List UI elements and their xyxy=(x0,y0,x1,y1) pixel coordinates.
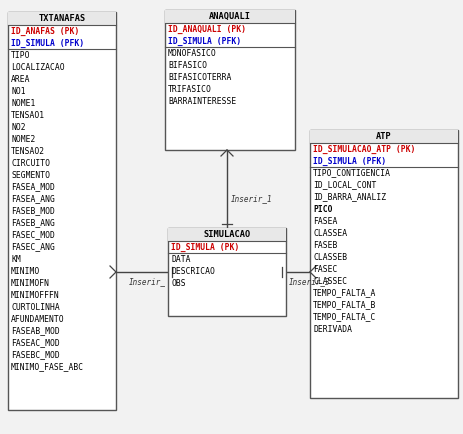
Text: Inserir_3: Inserir_3 xyxy=(289,277,331,286)
Text: ID_BARRA_ANALIZ: ID_BARRA_ANALIZ xyxy=(313,193,386,201)
Text: TEMPO_FALTA_B: TEMPO_FALTA_B xyxy=(313,300,376,309)
Text: FASEAC_MOD: FASEAC_MOD xyxy=(11,339,60,348)
Text: FASEC_MOD: FASEC_MOD xyxy=(11,230,55,240)
Text: ID_ANAQUALI (PK): ID_ANAQUALI (PK) xyxy=(168,24,246,33)
Text: FASEB_ANG: FASEB_ANG xyxy=(11,218,55,227)
Text: FASEA: FASEA xyxy=(313,217,338,226)
Text: PICO: PICO xyxy=(313,204,332,214)
Text: MINIMOFN: MINIMOFN xyxy=(11,279,50,287)
Text: TENSAO2: TENSAO2 xyxy=(11,147,45,155)
Text: FASEC_ANG: FASEC_ANG xyxy=(11,243,55,251)
Text: CLASSEC: CLASSEC xyxy=(313,276,347,286)
Text: TIPO_CONTIGENCIA: TIPO_CONTIGENCIA xyxy=(313,168,391,178)
Text: TEMPO_FALTA_C: TEMPO_FALTA_C xyxy=(313,312,376,322)
Text: CLASSEB: CLASSEB xyxy=(313,253,347,262)
Text: KM: KM xyxy=(11,254,21,263)
Text: BIFASICO: BIFASICO xyxy=(168,60,207,69)
Text: ID_SIMULACAO_ATP (PK): ID_SIMULACAO_ATP (PK) xyxy=(313,145,415,154)
Text: FASEC: FASEC xyxy=(313,264,338,273)
Text: BARRAINTERESSE: BARRAINTERESSE xyxy=(168,96,236,105)
Bar xyxy=(310,130,458,143)
Text: SIMULACAO: SIMULACAO xyxy=(203,230,250,239)
Text: TXTANAFAS: TXTANAFAS xyxy=(38,14,86,23)
Bar xyxy=(165,10,295,150)
Text: ATP: ATP xyxy=(376,132,392,141)
Text: NOME1: NOME1 xyxy=(11,99,35,108)
Text: AREA: AREA xyxy=(11,75,31,83)
Text: FASEA_MOD: FASEA_MOD xyxy=(11,183,55,191)
Text: FASEA_ANG: FASEA_ANG xyxy=(11,194,55,204)
Text: ID_ANAFAS (PK): ID_ANAFAS (PK) xyxy=(11,26,79,36)
Text: FASEB: FASEB xyxy=(313,240,338,250)
Text: CLASSEA: CLASSEA xyxy=(313,228,347,237)
Text: DATA: DATA xyxy=(171,254,190,263)
Text: Inserir_: Inserir_ xyxy=(129,277,166,286)
Bar xyxy=(8,12,116,25)
Bar xyxy=(168,228,286,241)
Text: SEGMENTO: SEGMENTO xyxy=(11,171,50,180)
Text: ID_LOCAL_CONT: ID_LOCAL_CONT xyxy=(313,181,376,190)
Text: AFUNDAMENTO: AFUNDAMENTO xyxy=(11,315,65,323)
Text: CIRCUITO: CIRCUITO xyxy=(11,158,50,168)
Text: FASEAB_MOD: FASEAB_MOD xyxy=(11,326,60,335)
Bar xyxy=(165,10,295,23)
Bar xyxy=(310,130,458,398)
Text: TIPO: TIPO xyxy=(11,50,31,59)
Text: ANAQUALI: ANAQUALI xyxy=(209,12,251,21)
Text: TRIFASICO: TRIFASICO xyxy=(168,85,212,93)
Bar xyxy=(8,12,116,410)
Text: BIFASICOTERRA: BIFASICOTERRA xyxy=(168,72,232,82)
Text: Inserir_1: Inserir_1 xyxy=(231,194,273,204)
Text: DERIVADA: DERIVADA xyxy=(313,325,352,333)
Text: ID_SIMULA (PK): ID_SIMULA (PK) xyxy=(171,243,239,252)
Text: MINIMOFFFN: MINIMOFFFN xyxy=(11,290,60,299)
Text: CURTOLINHA: CURTOLINHA xyxy=(11,302,60,312)
Text: FASEB_MOD: FASEB_MOD xyxy=(11,207,55,216)
Text: NO1: NO1 xyxy=(11,86,25,95)
Bar xyxy=(168,228,286,316)
Text: MONOFASICO: MONOFASICO xyxy=(168,49,217,57)
Text: TENSAO1: TENSAO1 xyxy=(11,111,45,119)
Text: FASEBC_MOD: FASEBC_MOD xyxy=(11,351,60,359)
Text: MINIMO: MINIMO xyxy=(11,266,40,276)
Text: ID_SIMULA (PFK): ID_SIMULA (PFK) xyxy=(168,36,241,46)
Text: OBS: OBS xyxy=(171,279,186,287)
Text: NO2: NO2 xyxy=(11,122,25,132)
Text: ID_SIMULA (PFK): ID_SIMULA (PFK) xyxy=(313,156,386,165)
Text: ID_SIMULA (PFK): ID_SIMULA (PFK) xyxy=(11,39,84,48)
Text: DESCRICAO: DESCRICAO xyxy=(171,266,215,276)
Text: MINIMO_FASE_ABC: MINIMO_FASE_ABC xyxy=(11,362,84,372)
Text: LOCALIZACAO: LOCALIZACAO xyxy=(11,62,65,72)
Text: TEMPO_FALTA_A: TEMPO_FALTA_A xyxy=(313,289,376,297)
Text: NOME2: NOME2 xyxy=(11,135,35,144)
